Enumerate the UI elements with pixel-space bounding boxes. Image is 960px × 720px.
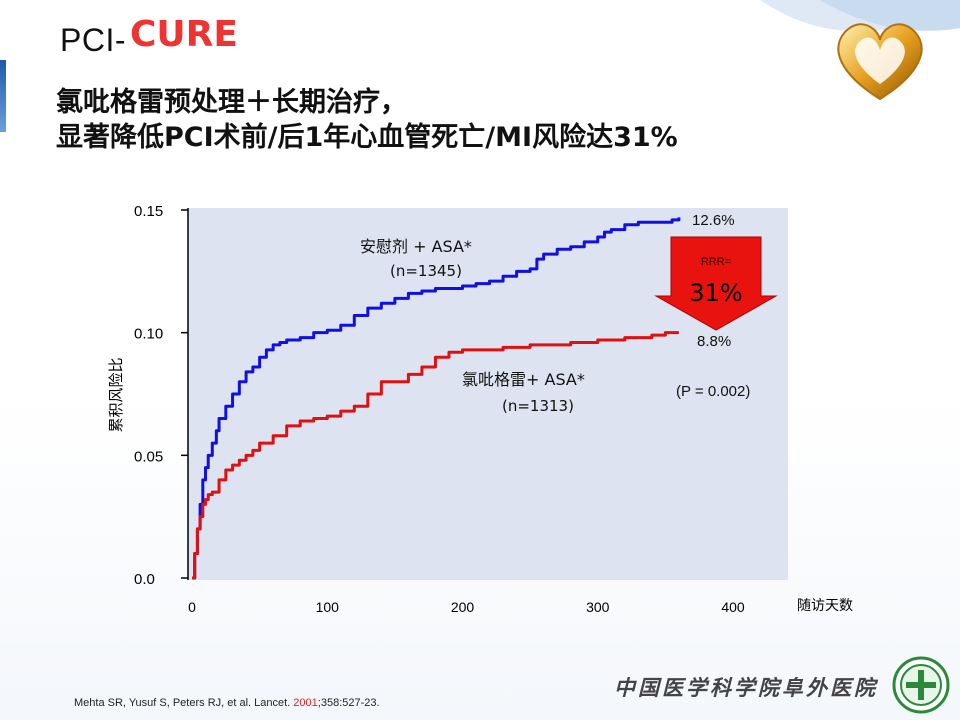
hospital-name: 中国医学科学院阜外医院 <box>614 675 878 700</box>
hospital-seal-icon <box>892 656 950 714</box>
slide-title-line1: 氯吡格雷预处理＋长期治疗， <box>56 87 407 118</box>
y-tick-label: 0.05 <box>134 448 163 465</box>
y-tick-label: 0.10 <box>134 326 163 343</box>
p-value: (P = 0.002) <box>676 383 750 400</box>
logo-pci-text: PCI- <box>60 22 126 58</box>
x-tick-label: 400 <box>721 599 745 615</box>
placebo-series-name: 安慰剂 + ASA* <box>360 237 472 256</box>
citation-pages: ;358:527-23. <box>317 697 380 709</box>
x-tick-label: 200 <box>451 599 475 615</box>
citation: Mehta SR, Yusuf S, Peters RJ, et al. Lan… <box>74 697 380 709</box>
rrr-down-arrow-icon <box>654 236 778 331</box>
series-lines <box>192 217 681 580</box>
clopidogrel-series-line <box>192 331 679 580</box>
x-axis-label: 随访天数 <box>797 598 853 614</box>
y-axis-label: 累积风险比 <box>107 357 125 432</box>
citation-year: 2001 <box>293 697 318 709</box>
annotations: 安慰剂 + ASA* (n=1345) 氯吡格雷+ ASA* (n=1313) 12.6… <box>360 212 778 415</box>
clopidogrel-end-value: 8.8% <box>697 333 731 350</box>
x-tick-label: 100 <box>316 599 340 615</box>
rrr-value: 31% <box>689 279 742 307</box>
heart-logo-icon <box>837 23 923 101</box>
left-accent-bar <box>0 60 6 132</box>
tick-labels: 0.0 0.05 0.10 0.15 0 100 200 300 400 随访天数 累积风险比 <box>107 203 853 615</box>
rrr-label: RRR= <box>701 256 731 268</box>
placebo-series-line <box>192 217 681 580</box>
slide-title-line2: 显著降低PCI术前/后1年心血管死亡/MI风险达31% <box>56 122 678 153</box>
x-tick-label: 0 <box>188 599 196 615</box>
corner-decoration <box>760 0 960 32</box>
logo-cure-text: CURE <box>130 14 238 55</box>
citation-text: Mehta SR, Yusuf S, Peters RJ, et al. Lan… <box>74 697 294 709</box>
clopidogrel-series-name: 氯吡格雷+ ASA* <box>462 370 585 389</box>
x-tick-label: 300 <box>586 599 610 615</box>
y-tick-label: 0.15 <box>134 203 163 220</box>
placebo-end-value: 12.6% <box>692 212 735 229</box>
y-tick-label: 0.0 <box>134 571 155 588</box>
placebo-series-n: (n=1345) <box>390 262 462 280</box>
clopidogrel-series-n: (n=1313) <box>502 397 574 415</box>
